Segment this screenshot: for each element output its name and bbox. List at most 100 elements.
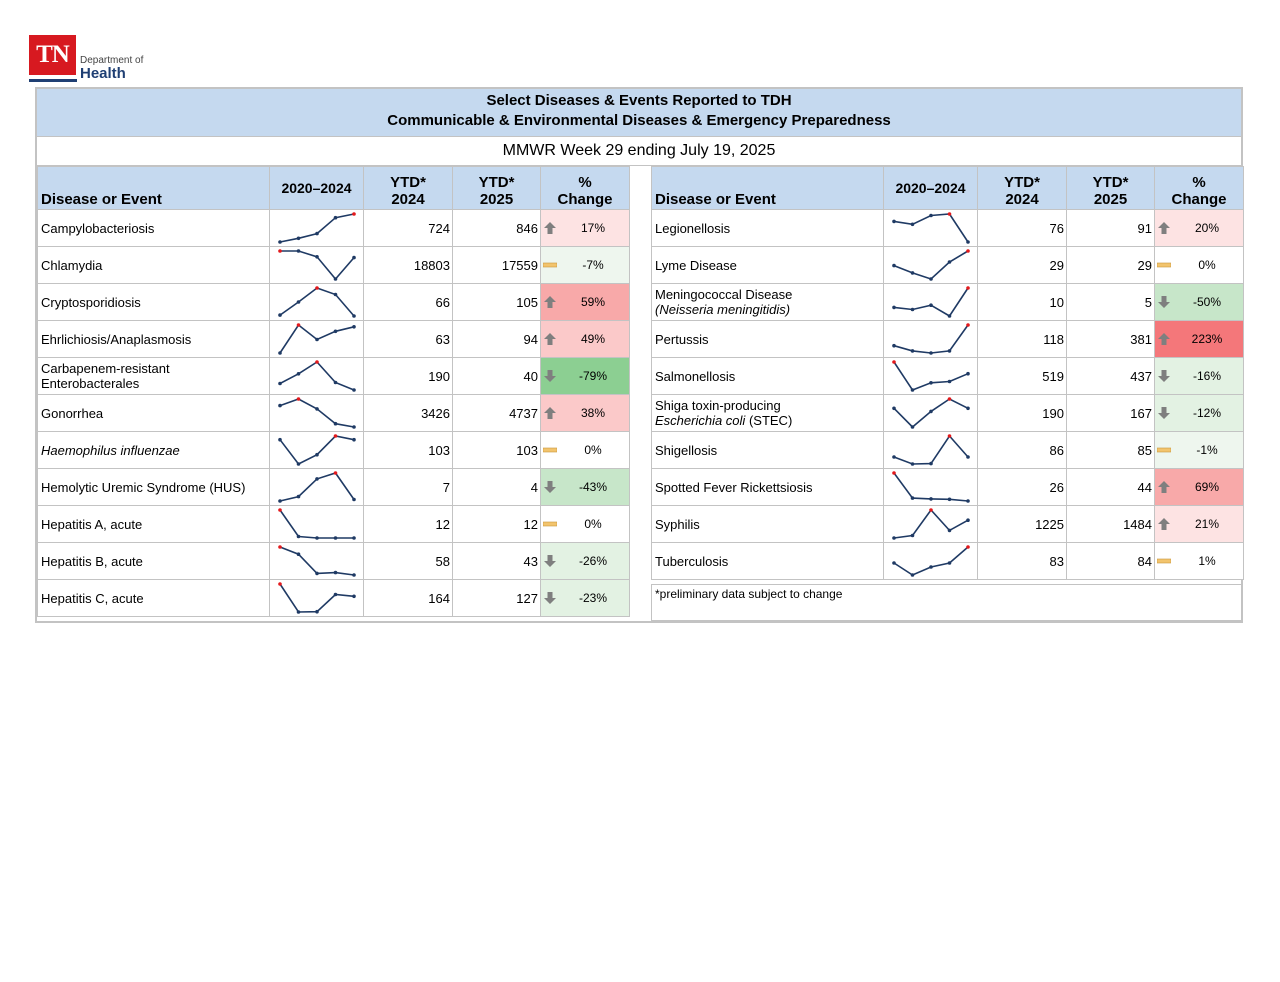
- trend-sparkline: [892, 323, 970, 355]
- col-header-years: 2020–2024: [883, 166, 978, 210]
- sparkline-point: [333, 592, 338, 597]
- disease-name: Legionellosis: [651, 209, 884, 247]
- sparkline-point: [892, 455, 896, 459]
- ytd-2024-value: 26: [977, 468, 1067, 506]
- trend-cell: [269, 283, 364, 321]
- sparkline-point: [296, 397, 301, 401]
- disease-report: Select Diseases & Events Reported to TDH…: [35, 87, 1244, 623]
- percent-change-cell: -16%: [1154, 357, 1244, 395]
- sparkline-point: [352, 255, 356, 260]
- sparkline-point: [352, 325, 356, 329]
- disease-name-text: Hepatitis C, acute: [41, 590, 144, 606]
- table-row: Shigellosis 86 85 -1%: [651, 431, 1244, 469]
- percent-change-value: 49%: [580, 332, 606, 346]
- sparkline-point: [296, 462, 301, 466]
- col-header-disease: Disease or Event: [651, 166, 884, 210]
- table-row: Lyme Disease 29 29 0%: [651, 246, 1244, 284]
- percent-change-value: -43%: [578, 480, 607, 494]
- sparkline-point: [910, 573, 915, 577]
- sparkline-point: [910, 388, 915, 392]
- sparkline-point: [947, 397, 952, 401]
- sparkline-point: [966, 499, 970, 503]
- ytd-2025-value: 4: [452, 468, 541, 506]
- percent-change-value: 21%: [1194, 517, 1220, 531]
- sparkline-point: [966, 371, 970, 376]
- percent-change-cell: -43%: [540, 468, 630, 506]
- disease-name-text: Hemolytic Uremic Syndrome (HUS): [41, 479, 246, 495]
- percent-change-value: -12%: [1192, 406, 1221, 420]
- flat-dash-icon: [1157, 447, 1171, 453]
- disease-name-text: Lyme Disease: [655, 257, 737, 273]
- sparkline-point: [892, 561, 896, 565]
- sparkline-point: [333, 421, 338, 426]
- sparkline-point: [296, 300, 301, 304]
- trend-sparkline: [278, 471, 356, 503]
- percent-change-value: 38%: [580, 406, 606, 420]
- col-header-disease: Disease or Event: [37, 166, 270, 210]
- sparkline-point: [352, 388, 356, 392]
- sparkline-point: [315, 477, 319, 481]
- percent-change-value: 0%: [584, 517, 602, 531]
- flat-dash-icon: [543, 521, 557, 527]
- sparkline-point: [296, 610, 301, 614]
- trend-sparkline: [278, 249, 356, 281]
- ytd-2025-value: 1484: [1066, 505, 1155, 543]
- trend-cell: [269, 246, 364, 284]
- disease-name: Hemolytic Uremic Syndrome (HUS): [37, 468, 270, 506]
- percent-change-cell: -1%: [1154, 431, 1244, 469]
- left-disease-table: Disease or Event 2020–2024 YTD* 2024 YTD*…: [37, 166, 630, 617]
- trend-sparkline: [278, 508, 356, 540]
- disease-name: Meningococcal Disease (Neisseria meningit…: [651, 283, 884, 321]
- ytd-2024-value: 10: [977, 283, 1067, 321]
- disease-name-line1: Shiga toxin-producing: [655, 398, 781, 413]
- sparkline-point: [929, 508, 933, 512]
- sparkline-point: [910, 307, 915, 312]
- sparkline-point: [296, 236, 301, 241]
- table-row: Ehrlichiosis/Anaplasmosis 63 94 49%: [37, 320, 630, 358]
- sparkline-point: [315, 536, 319, 540]
- trend-sparkline: [892, 545, 970, 577]
- sparkline-point: [278, 582, 282, 586]
- ytd-2025-value: 12: [452, 505, 541, 543]
- percent-change-cell: 21%: [1154, 505, 1244, 543]
- table-row: Haemophilus influenzae 103 103 0%: [37, 431, 630, 469]
- disease-name: Pertussis: [651, 320, 884, 358]
- sparkline-point: [910, 222, 915, 227]
- table-row: Carbapenem-resistant Enterobacterales 190 4…: [37, 357, 630, 395]
- sparkline-point: [333, 471, 338, 475]
- sparkline-point: [278, 381, 282, 386]
- trend-cell: [269, 579, 364, 617]
- disease-name-text: Chlamydia: [41, 257, 103, 273]
- table-gap: [630, 166, 650, 621]
- arrow-down-icon: [544, 555, 556, 567]
- sparkline-point: [333, 292, 338, 297]
- sparkline-point: [910, 462, 915, 466]
- right-table-body: Legionellosis 76 91 20% Lyme Disease 29 29 0% Me…: [651, 209, 1244, 580]
- trend-sparkline: [278, 286, 356, 318]
- table-row: Tuberculosis 83 84 1%: [651, 542, 1244, 580]
- trend-cell: [883, 468, 978, 506]
- percent-change-cell: 0%: [1154, 246, 1244, 284]
- sparkline-point: [966, 455, 970, 459]
- percent-change-cell: 38%: [540, 394, 630, 432]
- trend-sparkline: [892, 249, 970, 281]
- table-row: Hepatitis C, acute 164 127 -23%: [37, 579, 630, 617]
- sparkline-point: [966, 545, 970, 549]
- sparkline-point: [278, 249, 282, 253]
- logo-underline: [29, 79, 77, 82]
- sparkline-point: [892, 406, 896, 411]
- sparkline-point: [892, 219, 896, 224]
- sparkline-point: [966, 240, 970, 244]
- table-header-row: Disease or Event 2020–2024 YTD* 2024 YTD*…: [37, 166, 630, 210]
- disease-name-text: Hepatitis A, acute: [41, 516, 143, 532]
- ytd-2024-value: 724: [363, 209, 453, 247]
- arrow-down-icon: [544, 481, 556, 493]
- sparkline-point: [352, 425, 356, 429]
- disease-name-text: Shigellosis: [655, 442, 718, 458]
- ytd-2025-value: 105: [452, 283, 541, 321]
- logo-department-text: Department of: [80, 55, 144, 66]
- col-header-percent-change: % Change: [540, 166, 630, 210]
- sparkline-point: [929, 409, 933, 414]
- disease-name: Hepatitis A, acute: [37, 505, 270, 543]
- table-row: Cryptosporidiosis 66 105 59%: [37, 283, 630, 321]
